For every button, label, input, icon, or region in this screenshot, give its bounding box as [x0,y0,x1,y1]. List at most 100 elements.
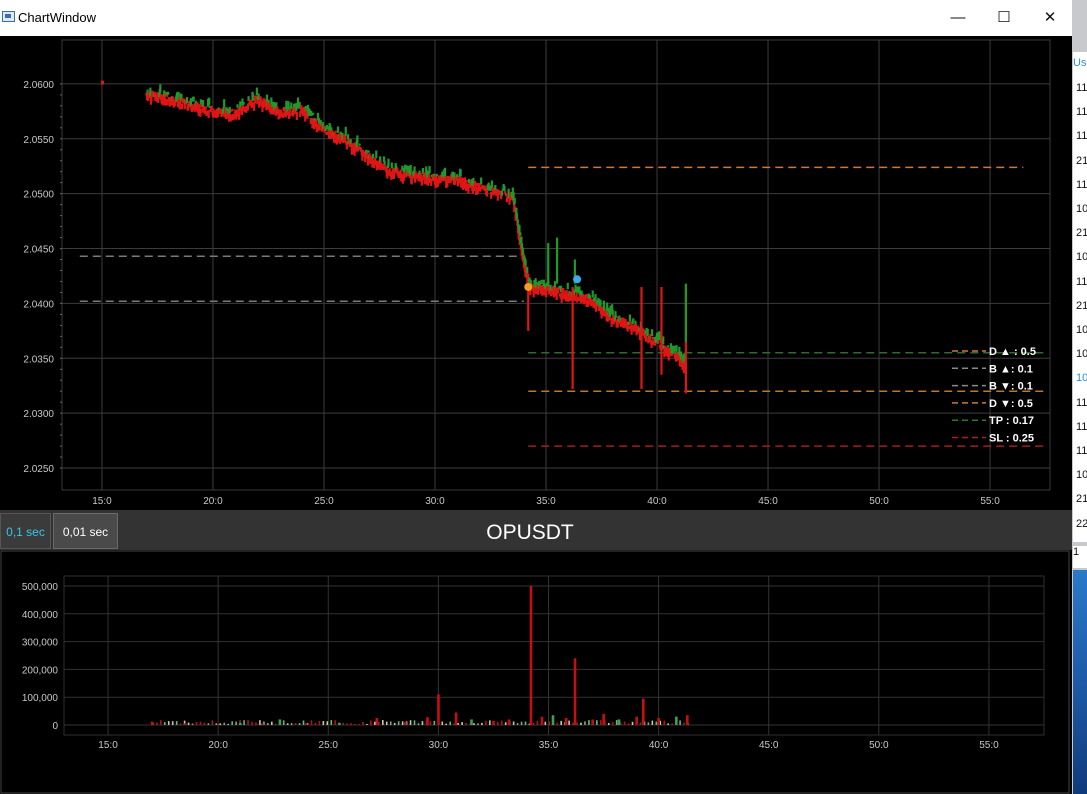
price-tick-up [418,170,421,176]
price-tick-down [471,184,474,194]
price-tick-down [410,176,413,185]
price-tick-up [549,284,552,291]
price-tick-down [368,153,371,162]
price-tick-down [278,112,281,119]
price-tick-down [536,284,539,289]
price-tick-up [316,112,320,121]
volume-bar [551,715,555,725]
price-tick-up [587,293,590,299]
price-plot-area [61,39,1051,491]
volume-bar [338,722,341,725]
price-x-tick-label: 40:0 [647,496,667,507]
minimize-button[interactable]: — [950,9,966,26]
price-tick-down [274,111,277,116]
volume-bar-small [334,720,337,725]
volume-bar-small [389,721,392,725]
price-tick-down [350,145,353,155]
price-tick-up [371,153,375,159]
price-tick-down [653,343,656,346]
price-tick-down [414,171,417,179]
volume-x-tick-label: 30:0 [429,740,449,751]
price-tick-up [163,90,166,97]
price-tick-down [363,151,366,157]
price-chart[interactable]: 2.0600 2.0550 2.0500 2.0450 2.0400 2.0350 2.03… [0,36,1072,510]
price-tick-up [308,108,311,117]
volume-bar [375,718,379,725]
volume-bar-small [183,720,186,725]
price-tick-down [541,286,545,293]
price-tick-down [398,172,401,177]
price-tick-down [625,321,628,325]
price-tick-up [658,331,661,341]
price-tick-down [588,298,591,305]
volume-bar [540,716,544,725]
price-tick-down [505,193,508,197]
volume-chart[interactable]: 500,000 400,000 300,000 200,000 100,000 0 15:0… [0,550,1072,794]
price-tick-down [164,98,167,106]
price-tick-down [579,293,582,297]
price-tick-down [605,312,608,322]
price-tick-down [254,96,257,104]
price-tick-down [258,101,261,107]
volume-bar-small [370,720,372,725]
volume-bar-small [671,723,673,725]
price-tick-up [199,99,202,105]
price-tick-down [332,135,336,143]
price-tick-down [348,142,351,148]
desktop-background [1073,570,1087,794]
price-chart-background [0,36,1072,510]
price-tick-up [456,174,459,178]
price-tick-down [477,183,480,191]
price-tick-down [337,135,340,143]
volume-bar-small [385,721,388,725]
price-tick-down [207,110,210,119]
price-tick-up [356,135,359,144]
close-button[interactable]: ✕ [1043,9,1057,26]
price-tick-down [581,294,584,303]
price-tick-down [677,353,680,357]
price-tick-down [390,171,393,180]
price-tick-up [271,101,274,107]
price-tick-up [559,285,563,293]
price-tick-up [609,310,613,313]
volume-x-tick-label: 50:0 [869,740,889,751]
price-tick-down [295,111,298,121]
price-tick-down [506,196,509,199]
price-tick-down [163,96,166,105]
price-tick-down [446,179,449,188]
volume-bar-small [195,721,198,725]
background-input-box[interactable]: 1 [1073,546,1087,568]
volume-bar-small [445,723,448,725]
price-tick-up [310,110,313,117]
price-tick-up [515,207,518,215]
volume-bar-small [235,721,237,725]
volume-bar [261,723,264,725]
price-tick-down [585,299,588,307]
volume-x-tick-label: 45:0 [759,740,779,751]
price-tick-down [661,344,664,349]
price-tick-down [406,170,409,177]
price-tick-down [315,123,318,133]
price-tick-up [614,311,617,318]
price-tick-down [668,351,671,354]
price-tick-up [290,102,293,109]
maximize-button[interactable]: ☐ [997,9,1011,26]
interval-tab-0-01-sec[interactable]: 0,01 sec [53,513,118,549]
price-tick-down [447,180,451,184]
price-tick-down [310,117,313,123]
volume-bar-small [219,723,222,725]
price-tick-up [180,94,183,102]
interval-tab-0-1-sec[interactable]: 0,1 sec [0,513,51,549]
volume-bar-small [528,723,531,725]
price-tick-down [421,178,424,185]
price-tick-up [402,167,405,173]
price-tick-down [508,197,511,205]
price-tick-down [458,175,461,182]
price-tick-down [276,106,279,110]
price-tick-up [409,164,412,173]
price-tick-up [341,132,344,141]
volume-bar-small [167,721,170,725]
background-list-row: 11 [1076,178,1087,191]
price-tick-down [616,321,619,328]
price-tick-up [309,110,312,114]
